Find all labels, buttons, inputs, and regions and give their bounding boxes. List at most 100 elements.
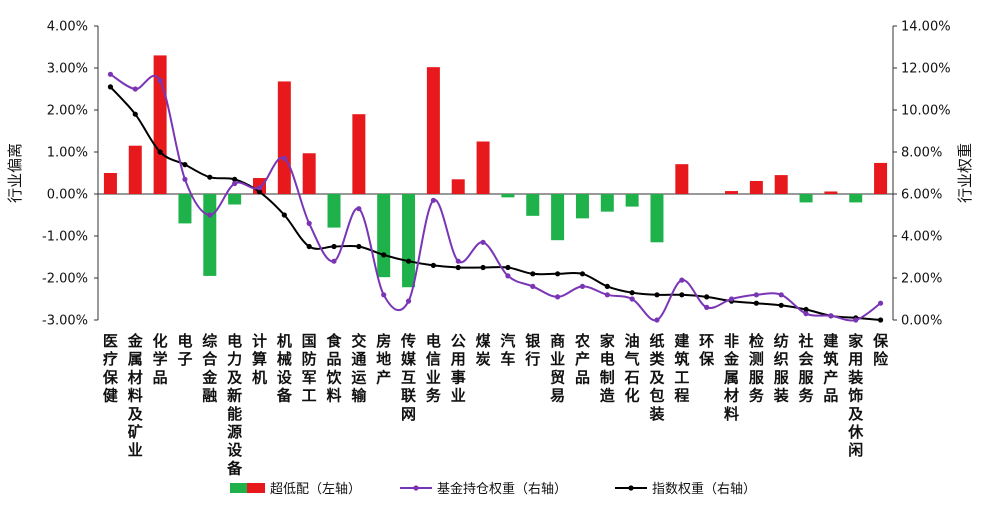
y-left-tick-label: 1.00% [47,146,88,161]
bar-13 [402,194,416,288]
y-axis-title-left: 行业偏离 [6,143,24,203]
y-left-tick-label: 0.00% [47,188,88,203]
y-right-tick-label: 4.00% [901,230,942,245]
fund-weight-point-10 [331,258,337,264]
bar-4 [178,194,192,224]
fund-weight-point-20 [579,283,586,289]
legend-marker-fund [413,485,419,491]
bar-31 [849,194,863,203]
fund-weight-point-31 [853,317,859,323]
fund-weight-point-3 [157,78,163,84]
index-weight-point-9 [306,243,312,250]
category-label-4: 电子 [177,332,192,368]
fund-weight-point-4 [182,176,188,182]
category-labels: 医疗保健金属材料及矿业化学品电子综合金融电力及新能源设备计算机机械设备国防军工食… [102,332,889,477]
index-weight-point-27 [753,300,759,306]
index-weight-point-2 [132,111,138,117]
legend-marker-index [628,485,634,491]
y-left-tick-label: 3.00% [47,62,88,77]
bar-30 [824,191,838,194]
category-label-27: 检测服务 [749,332,765,405]
legend-swatch-neg [230,483,247,493]
category-label-14: 电信业务 [426,332,442,405]
bar-5 [203,194,217,276]
category-label-16: 煤炭 [476,332,491,368]
fund-weight-point-18 [530,283,536,289]
fund-weight-point-14 [430,197,436,203]
index-weight-point-22 [629,290,635,296]
index-weight-point-18 [530,271,536,277]
index-weight-point-15 [455,264,461,271]
index-weight-point-16 [480,264,486,271]
category-label-11: 交通运输 [351,332,367,405]
index-weight-point-17 [505,264,511,271]
category-label-23: 纸类及包装 [648,332,665,423]
y-right-tick-label: 6.00% [901,188,942,203]
index-weight-line [109,86,881,321]
category-label-18: 银行 [524,332,541,368]
category-label-19: 商业贸易 [550,332,565,405]
fund-weight-point-2 [132,86,138,92]
y-left-tick-label: 2.00% [47,104,88,119]
bar-24 [675,164,689,194]
fund-weight-point-13 [405,298,412,304]
bar-18 [526,194,540,216]
index-weight-point-20 [579,271,586,277]
fund-weight-point-8 [281,155,287,161]
fund-weight-point-5 [207,212,213,218]
category-label-8: 机械设备 [276,332,293,405]
legend-label-fund: 基金持仓权重（右轴） [437,481,567,497]
bar-19 [551,194,565,241]
bar-12 [377,194,391,278]
category-label-26: 非金属材料 [723,332,740,423]
bar-10 [327,194,341,228]
fund-weight-point-19 [555,294,561,300]
fund-weight-point-27 [753,292,759,298]
y-left-tick-label: -1.00% [42,230,88,245]
index-weight-point-11 [356,243,362,250]
fund-weight-point-12 [381,292,387,298]
bar-21 [600,194,614,212]
line-series [107,71,884,323]
index-weight-point-14 [430,262,436,268]
category-label-5: 综合金融 [201,332,218,405]
index-weight-point-23 [654,292,660,298]
category-label-29: 社会服务 [798,332,815,405]
index-weight-point-24 [679,292,685,298]
fund-weight-point-26 [728,296,735,302]
fund-weight-point-9 [306,220,312,226]
category-label-1: 医疗保健 [102,332,119,405]
category-label-9: 国防军工 [302,332,317,405]
fund-weight-point-25 [704,304,710,310]
fund-weight-point-22 [629,296,635,302]
category-label-22: 油气石化 [624,332,640,405]
fund-weight-point-15 [455,258,461,264]
fund-weight-point-1 [107,71,114,77]
fund-weight-point-24 [679,277,685,283]
category-label-13: 传媒互联网 [400,332,417,423]
index-weight-point-1 [107,84,114,90]
y-right-tick-label: 10.00% [901,104,951,119]
index-weight-point-19 [555,271,561,277]
index-weight-point-6 [232,176,238,182]
index-weight-point-10 [331,243,337,250]
index-weight-point-4 [182,162,188,168]
y-right-tick-label: 12.00% [901,62,951,77]
bar-22 [625,194,639,207]
bar-28 [774,175,788,194]
category-label-3: 化学品 [153,332,168,386]
index-weight-point-5 [207,174,213,180]
fund-weight-line [109,73,882,322]
bar-1 [103,173,117,194]
index-weight-point-25 [704,294,710,300]
category-label-25: 环保 [698,332,715,368]
fund-weight-point-7 [256,185,263,191]
index-weight-point-13 [405,258,412,264]
index-weight-point-28 [778,302,784,308]
bar-32 [874,162,888,194]
bar-15 [451,179,465,194]
fund-weight-point-28 [778,292,784,298]
index-weight-point-3 [157,149,163,155]
legend-swatch-pos [247,483,265,493]
